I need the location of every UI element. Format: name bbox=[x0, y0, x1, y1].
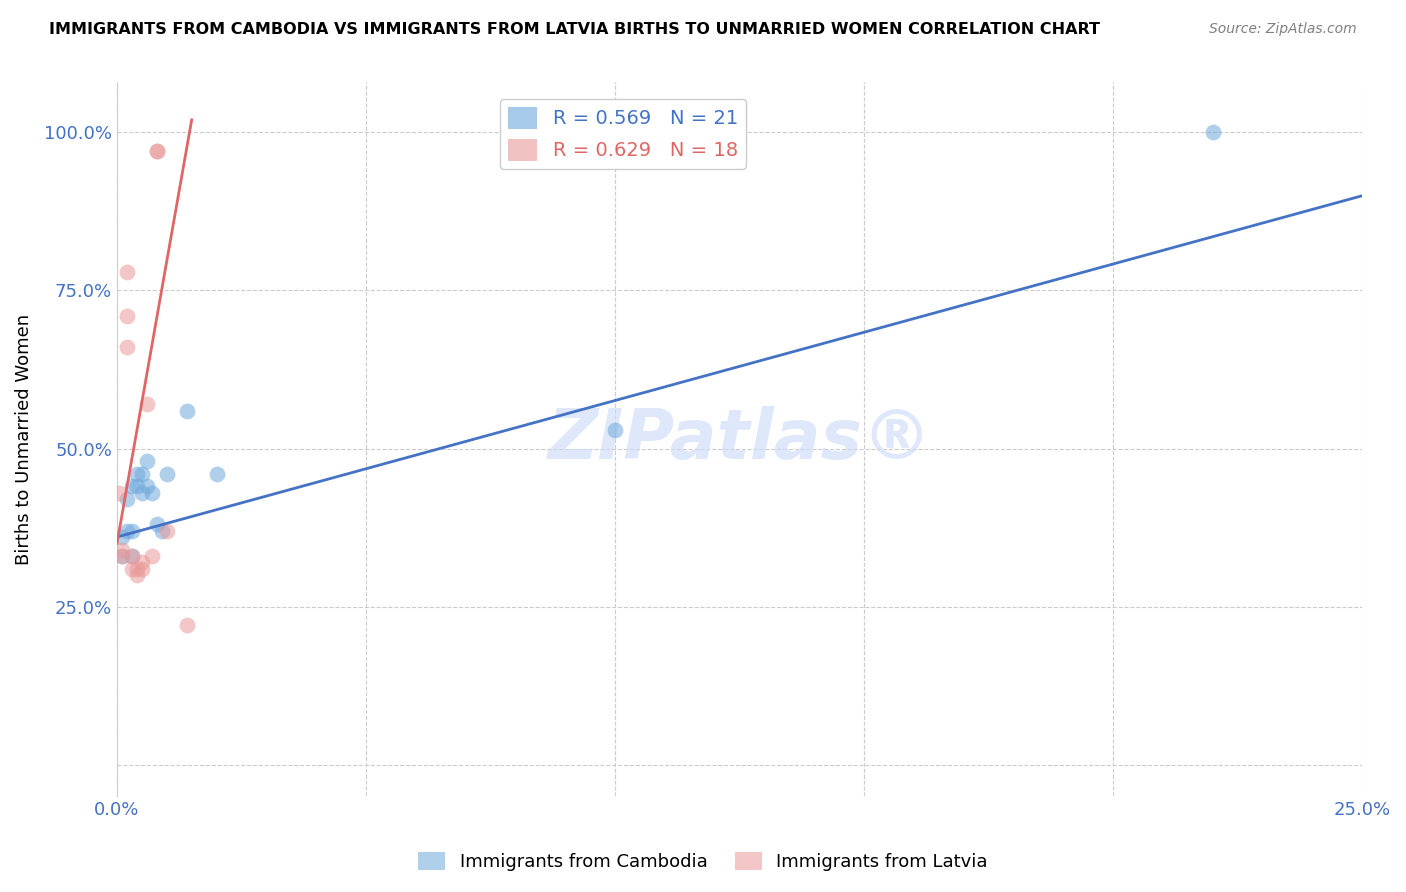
Point bbox=[125, 479, 148, 493]
Point bbox=[121, 479, 143, 493]
Text: Source: ZipAtlas.com: Source: ZipAtlas.com bbox=[1209, 22, 1357, 37]
Point bbox=[115, 309, 138, 323]
Point bbox=[146, 145, 169, 159]
Point bbox=[125, 568, 148, 582]
Point bbox=[115, 264, 138, 278]
Point bbox=[115, 492, 138, 507]
Point bbox=[121, 549, 143, 563]
Point bbox=[176, 618, 198, 632]
Point bbox=[141, 485, 163, 500]
Point bbox=[115, 524, 138, 538]
Point bbox=[146, 145, 169, 159]
Point bbox=[156, 524, 179, 538]
Point bbox=[111, 542, 134, 557]
Point bbox=[131, 485, 153, 500]
Point bbox=[135, 397, 157, 411]
Point bbox=[121, 549, 143, 563]
Point bbox=[111, 549, 134, 563]
Text: IMMIGRANTS FROM CAMBODIA VS IMMIGRANTS FROM LATVIA BIRTHS TO UNMARRIED WOMEN COR: IMMIGRANTS FROM CAMBODIA VS IMMIGRANTS F… bbox=[49, 22, 1101, 37]
Point bbox=[115, 340, 138, 354]
Point bbox=[131, 467, 153, 481]
Point bbox=[605, 423, 627, 437]
Point bbox=[150, 524, 173, 538]
Legend: Immigrants from Cambodia, Immigrants from Latvia: Immigrants from Cambodia, Immigrants fro… bbox=[411, 845, 995, 879]
Point bbox=[146, 517, 169, 532]
Point bbox=[121, 524, 143, 538]
Point bbox=[1202, 126, 1225, 140]
Point bbox=[111, 549, 134, 563]
Point bbox=[131, 555, 153, 569]
Point bbox=[135, 454, 157, 468]
Point bbox=[205, 467, 228, 481]
Point bbox=[108, 485, 131, 500]
Point bbox=[131, 561, 153, 575]
Point bbox=[125, 467, 148, 481]
Point bbox=[111, 530, 134, 544]
Point bbox=[125, 561, 148, 575]
Point bbox=[135, 479, 157, 493]
Point bbox=[176, 403, 198, 417]
Point bbox=[121, 561, 143, 575]
Legend: R = 0.569   N = 21, R = 0.629   N = 18: R = 0.569 N = 21, R = 0.629 N = 18 bbox=[501, 99, 745, 169]
Y-axis label: Births to Unmarried Women: Births to Unmarried Women bbox=[15, 313, 32, 565]
Point bbox=[156, 467, 179, 481]
Text: ZIPatlas®: ZIPatlas® bbox=[547, 406, 932, 473]
Point bbox=[141, 549, 163, 563]
